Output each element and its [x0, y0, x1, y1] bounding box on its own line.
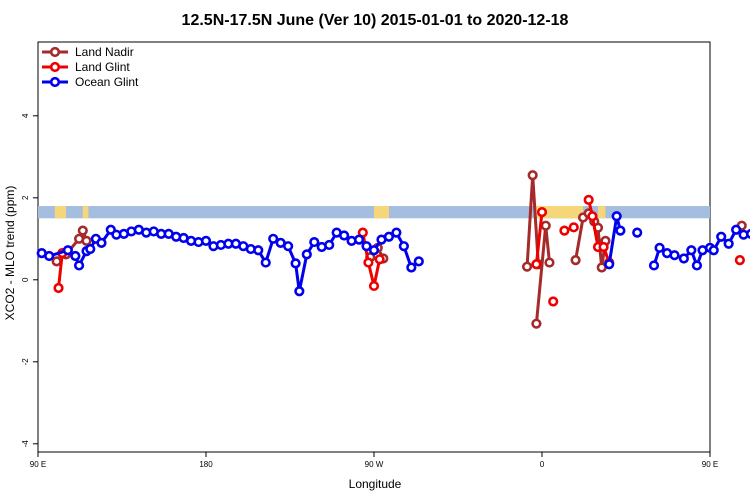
y-tick-label: -4 — [21, 440, 30, 448]
ocean-glint-point — [391, 227, 402, 238]
land-nadir-point — [531, 318, 542, 329]
land-glint-point — [536, 207, 548, 218]
x-axis-label: Longitude — [349, 477, 402, 491]
land-glint-point — [368, 280, 380, 292]
land-glint-line — [534, 212, 544, 265]
ocean-glint-point — [745, 228, 750, 239]
land-glint-point — [587, 211, 598, 222]
ocean-glint-point — [260, 257, 271, 268]
x-tick-label: 180 — [199, 460, 213, 469]
data-series — [36, 170, 750, 329]
land-segment — [374, 206, 389, 219]
chart-title: 12.5N-17.5N June (Ver 10) 2015-01-01 to … — [182, 12, 569, 29]
x-axis: 90 E 180 90 W 0 90 E — [30, 452, 718, 469]
legend-marker-ocean-glint — [49, 76, 61, 88]
land-nadir-point — [527, 170, 538, 181]
land-glint-line — [57, 252, 64, 289]
ocean-glint-point — [615, 225, 626, 236]
land-glint-point — [598, 241, 609, 253]
land-segment — [54, 206, 66, 219]
legend-label-land-glint: Land Glint — [75, 60, 130, 74]
land-nadir-point — [544, 257, 555, 268]
land-glint-point — [559, 225, 570, 236]
land-glint-point — [53, 282, 64, 294]
ocean-glint-point — [200, 235, 212, 246]
ocean-glint-point — [604, 259, 615, 270]
ocean-glint-point — [413, 256, 424, 267]
ocean-glint-point — [731, 224, 742, 235]
ocean-glint-point — [44, 250, 55, 262]
y-tick-label: 0 — [21, 277, 30, 282]
ocean-glint-point — [324, 239, 335, 251]
ocean-glint-point — [648, 260, 660, 271]
y-axis: -4 -2 0 2 4 — [21, 113, 38, 447]
land-glint-point — [374, 254, 385, 265]
ocean-glint-point — [654, 242, 665, 253]
ocean-glint-point — [708, 245, 719, 256]
ocean-glint-point — [716, 231, 727, 242]
y-axis-label: XCO2 - MLO trend (ppm) — [3, 186, 17, 321]
ocean-glint-point — [398, 241, 409, 252]
ocean-glint-point — [353, 234, 365, 245]
ocean-glint-point — [691, 260, 703, 271]
x-tick-label: 0 — [540, 460, 545, 469]
legend-marker-land-nadir — [49, 46, 61, 58]
legend-label-ocean-glint: Ocean Glint — [75, 75, 139, 89]
ocean-glint-point — [85, 243, 96, 255]
ocean-glint-point — [611, 211, 622, 222]
land-glint-point — [363, 257, 374, 268]
x-tick-label: 90 W — [365, 460, 384, 469]
y-tick-label: 2 — [21, 195, 30, 200]
ocean-glint-point — [339, 230, 350, 241]
land-glint-point — [583, 194, 594, 205]
land-glint-point — [548, 296, 559, 307]
land-nadir-point — [540, 220, 551, 231]
ocean-glint-point — [290, 258, 301, 269]
y-tick-label: 4 — [21, 113, 30, 118]
ocean-glint-point — [253, 245, 264, 256]
x-tick-label: 90 E — [30, 460, 46, 469]
y-tick-label: -2 — [21, 358, 30, 366]
land-segment — [598, 206, 606, 219]
land-nadir-point — [521, 261, 533, 272]
ocean-glint-point — [361, 241, 372, 252]
series-ocean-glint — [36, 211, 750, 297]
land-segment — [82, 206, 89, 219]
ocean-glint-point — [268, 233, 279, 244]
ocean-glint-point — [62, 245, 73, 256]
land-ocean-band — [38, 206, 710, 219]
ocean-glint-point — [383, 231, 395, 242]
ocean-glint-point — [70, 250, 81, 262]
ocean-glint-point — [678, 253, 689, 264]
land-glint-point — [734, 255, 745, 266]
land-nadir-point — [77, 225, 88, 236]
ocean-glint-point — [309, 236, 320, 248]
land-nadir-point — [570, 255, 581, 266]
ocean-glint-point — [294, 286, 305, 297]
land-glint-point — [568, 222, 579, 233]
land-nadir-point — [51, 256, 62, 267]
ocean-glint-point — [73, 260, 85, 271]
ocean-glint-point — [96, 237, 107, 248]
ocean-glint-line — [607, 215, 622, 265]
ocean-glint-point — [669, 250, 680, 261]
ocean-glint-point — [301, 249, 312, 260]
ocean-glint-point — [632, 227, 643, 238]
legend-label-land-nadir: Land Nadir — [75, 45, 134, 59]
ocean-glint-point — [723, 238, 734, 249]
land-nadir-point — [81, 235, 92, 246]
x-tick-label: 90 E — [702, 460, 718, 469]
ocean-glint-point — [406, 262, 417, 273]
ocean-glint-point — [283, 241, 294, 252]
ocean-glint-point — [368, 245, 380, 256]
ocean-glint-point — [686, 245, 697, 256]
legend-marker-land-glint — [49, 61, 61, 73]
land-segment — [534, 206, 584, 219]
land-glint-point — [531, 259, 542, 270]
